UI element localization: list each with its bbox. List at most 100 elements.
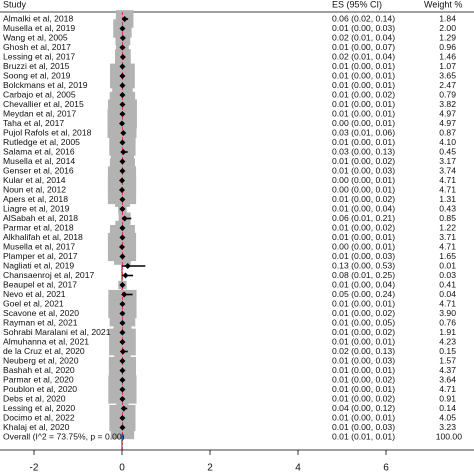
es-marker — [119, 35, 126, 41]
es-label: 0.01 (0.00, 0.04) — [332, 203, 395, 213]
es-label: 0.05 (0.00, 0.24) — [332, 289, 395, 299]
study-header: Study — [3, 0, 27, 9]
es-marker — [119, 358, 126, 364]
weight-label: 1.07 — [439, 61, 456, 71]
es-marker — [119, 158, 126, 165]
overall-es-label: 0.01 (0.01, 0.01) — [332, 431, 395, 441]
es-marker — [119, 225, 126, 231]
es-label: 0.01 (0.00, 0.01) — [332, 384, 395, 394]
es-marker — [119, 177, 125, 184]
weight-label: 0.45 — [439, 146, 456, 156]
weight-label: 4.71 — [439, 384, 456, 394]
weight-label: 0.43 — [439, 203, 456, 213]
es-marker — [119, 44, 126, 51]
es-label: 0.01 (0.00, 0.02) — [332, 89, 395, 99]
study-label: Sohrabi Maralani et al, 2021 — [3, 327, 111, 337]
weight-label: 1.22 — [439, 222, 456, 232]
es-marker — [119, 168, 126, 174]
es-label: 0.01 (0.00, 0.04) — [332, 279, 395, 289]
weight-label: 3.71 — [439, 232, 456, 242]
weight-label: 4.71 — [439, 184, 456, 194]
es-marker — [119, 92, 126, 98]
study-label: Nagliati et al, 2019 — [3, 260, 74, 270]
es-label: 0.04 (0.00, 0.12) — [332, 403, 395, 413]
weight-label: 1.91 — [439, 327, 456, 337]
es-marker — [119, 25, 126, 32]
study-label: Debs et al, 2020 — [3, 393, 66, 403]
es-label: 0.01 (0.00, 0.03) — [332, 355, 395, 365]
es-marker — [120, 405, 127, 412]
weight-label: 3.74 — [439, 165, 456, 175]
es-label: 0.01 (0.00, 0.02) — [332, 374, 395, 384]
weight-label: 1.65 — [439, 251, 456, 261]
es-marker — [120, 130, 127, 136]
es-marker — [119, 348, 126, 355]
es-label: 0.02 (0.01, 0.04) — [332, 32, 395, 42]
es-label: 0.08 (0.01, 0.25) — [332, 270, 395, 280]
es-label: 0.01 (0.00, 0.01) — [332, 70, 395, 80]
es-label: 0.01 (0.00, 0.01) — [332, 365, 395, 375]
weight-label: 1.84 — [439, 13, 456, 23]
weight-label: 0.87 — [439, 127, 456, 137]
study-label: AlSabah et al, 2018 — [3, 213, 78, 223]
x-tick-label: -2 — [30, 463, 39, 474]
study-label: Nevo et al, 2021 — [3, 289, 66, 299]
es-marker — [119, 320, 126, 326]
study-label: Plamper et al, 2017 — [3, 251, 78, 261]
es-marker — [124, 263, 131, 269]
weight-label: 1.57 — [439, 355, 456, 365]
study-label: Salama et al, 2016 — [3, 146, 75, 156]
weight-label: 0.79 — [439, 89, 456, 99]
study-label: Musella et al, 2017 — [3, 241, 75, 251]
x-tick-label: 2 — [207, 463, 213, 474]
es-label: 0.01 (0.00, 0.02) — [332, 222, 395, 232]
weight-label: 2.47 — [439, 80, 456, 90]
weight-label: 3.17 — [439, 156, 456, 166]
es-label: 0.01 (0.00, 0.01) — [332, 108, 395, 118]
weight-label: 4.23 — [439, 336, 456, 346]
es-header: ES (95% CI) — [332, 0, 382, 9]
es-marker — [119, 339, 126, 345]
weight-label: 2.00 — [439, 23, 456, 33]
study-label: Musella et al, 2019 — [3, 23, 75, 33]
study-label: Rayman et al, 2021 — [3, 317, 78, 327]
weight-label: 4.10 — [439, 137, 456, 147]
es-label: 0.03 (0.01, 0.06) — [332, 127, 395, 137]
es-marker — [121, 16, 128, 22]
weight-label: 4.71 — [439, 175, 456, 185]
study-label: Wang et al, 2005 — [3, 32, 68, 42]
study-label: Goel et al, 2021 — [3, 298, 64, 308]
es-label: 0.02 (0.00, 0.13) — [332, 346, 395, 356]
es-marker — [119, 82, 126, 89]
es-marker — [119, 310, 126, 317]
weight-label: 0.14 — [439, 403, 456, 413]
study-label: Scavone et al, 2020 — [3, 308, 79, 318]
es-label: 0.01 (0.00, 0.01) — [332, 137, 395, 147]
study-label: Chevallier et al, 2015 — [3, 99, 84, 109]
es-marker — [119, 424, 126, 431]
es-label: 0.02 (0.01, 0.04) — [332, 51, 395, 61]
es-marker — [119, 301, 126, 307]
es-marker — [119, 63, 126, 70]
study-label: Liagre et al, 2019 — [3, 203, 70, 213]
study-label: Bolckmans et al, 2019 — [3, 80, 88, 90]
es-label: 0.06 (0.02, 0.14) — [332, 13, 395, 23]
study-label: de la Cruz et al, 2020 — [3, 346, 85, 356]
es-marker — [119, 415, 126, 421]
es-marker — [119, 73, 126, 79]
overall-label: Overall (I^2 = 73.75%, p = 0.00) — [3, 431, 125, 441]
study-label: Lessing et al, 2020 — [3, 403, 75, 413]
study-label: Soong et al, 2019 — [3, 70, 71, 80]
es-label: 0.01 (0.00, 0.02) — [332, 156, 395, 166]
weight-label: 1.29 — [439, 32, 456, 42]
weight-label: 4.97 — [439, 118, 456, 128]
es-label: 0.01 (0.00, 0.01) — [332, 232, 395, 242]
es-label: 0.00 (0.00, 0.01) — [332, 175, 395, 185]
es-marker — [119, 234, 126, 241]
es-label: 0.00 (0.00, 0.01) — [332, 184, 395, 194]
weight-label: 4.37 — [439, 365, 456, 375]
es-label: 0.01 (0.00, 0.03) — [332, 165, 395, 175]
es-marker — [119, 101, 126, 108]
es-label: 0.01 (0.00, 0.01) — [332, 61, 395, 71]
es-marker — [121, 291, 128, 298]
